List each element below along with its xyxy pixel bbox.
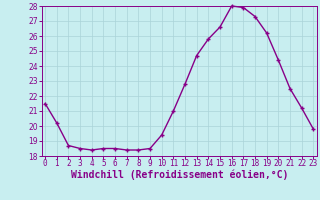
X-axis label: Windchill (Refroidissement éolien,°C): Windchill (Refroidissement éolien,°C) [70,170,288,180]
